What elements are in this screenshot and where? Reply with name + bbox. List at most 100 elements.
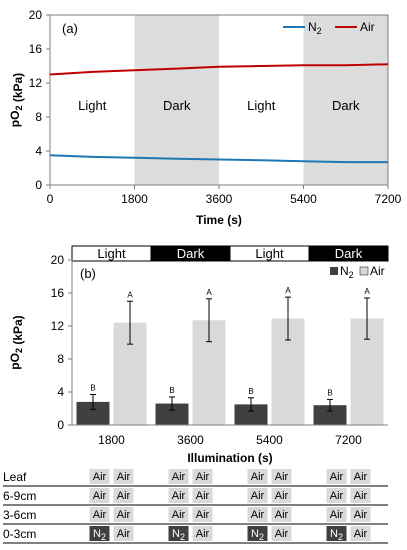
category-label: 7200 <box>335 433 362 447</box>
table-cell-air <box>350 469 371 484</box>
table-cell-air <box>350 507 371 522</box>
significance-letter: B <box>169 386 174 395</box>
y-axis-label: pO2 (kPa) <box>8 73 25 127</box>
period-label: Light <box>247 98 276 113</box>
table-cell-label: Air <box>251 509 265 521</box>
series-line <box>49 154 388 164</box>
y-tick-label: 8 <box>35 110 42 124</box>
table-cell-label: Air <box>196 490 210 502</box>
significance-letter: B <box>248 387 253 396</box>
table-cell-label: Air <box>275 509 289 521</box>
table-cell-label: Air <box>354 471 368 483</box>
bar <box>234 404 268 425</box>
table-cell-n2 <box>168 526 189 541</box>
table-cell-label: N2 <box>93 528 106 542</box>
period-header-label: Dark <box>335 246 363 261</box>
table-cell-label: Air <box>93 490 107 502</box>
table-cell-air <box>350 488 371 503</box>
table-cell-air <box>89 488 110 503</box>
period-header-label: Light <box>255 246 284 261</box>
table-cell-label: Air <box>354 528 368 540</box>
table-cell-label: Air <box>196 471 210 483</box>
table-cell-air <box>192 526 213 541</box>
table-cell-n2 <box>89 526 110 541</box>
x-tick-label: 5400 <box>290 192 317 206</box>
table-cell-air <box>192 488 213 503</box>
table-cell-label: Air <box>117 509 131 521</box>
category-label: 1800 <box>98 433 125 447</box>
significance-letter: B <box>90 383 95 392</box>
y-axis-label: pO2 (kPa) <box>8 315 25 369</box>
period-header-cell <box>308 245 389 262</box>
significance-letter: A <box>285 286 291 295</box>
table-cell-label: Air <box>117 471 131 483</box>
table-row-label: 6-9cm <box>3 489 36 503</box>
table-cell-label: Air <box>93 509 107 521</box>
significance-letter: A <box>206 288 212 297</box>
bar <box>155 403 189 425</box>
table-cell-n2 <box>326 526 347 541</box>
table-cell-air <box>168 488 189 503</box>
table-cell-label: Air <box>354 509 368 521</box>
table-cell-air <box>271 488 292 503</box>
table-cell-label: Air <box>354 490 368 502</box>
table-row-label: Leaf <box>3 470 27 484</box>
table-cell-label: N2 <box>330 528 343 542</box>
table-cell-label: N2 <box>172 528 185 542</box>
category-label: 3600 <box>177 433 204 447</box>
legend-label: Air <box>370 264 385 278</box>
period-label: Dark <box>163 98 191 113</box>
table-cell-label: Air <box>117 528 131 540</box>
table-cell-label: Air <box>172 471 186 483</box>
legend-label: N2 <box>340 264 354 280</box>
y-tick-label: 16 <box>29 42 43 56</box>
y-tick-label: 0 <box>35 178 42 192</box>
table-cell-label: Air <box>93 471 107 483</box>
period-header-label: Dark <box>177 246 205 261</box>
table-cell-air <box>350 526 371 541</box>
table-row-label: 0-3cm <box>3 527 36 541</box>
table-cell-air <box>247 488 268 503</box>
legend-swatch <box>359 266 369 276</box>
x-axis-label: Illumination (s) <box>187 451 272 465</box>
table-cell-label: Air <box>330 509 344 521</box>
period-label: Dark <box>332 98 360 113</box>
x-tick-label: 1800 <box>121 192 148 206</box>
table-row-label: 3-6cm <box>3 508 36 522</box>
x-tick-label: 7200 <box>375 192 402 206</box>
legend-label: N2 <box>308 20 322 36</box>
panel-label: (a) <box>62 21 78 36</box>
period-header-label: Light <box>97 246 126 261</box>
table-cell-air <box>113 507 134 522</box>
table-cell-label: Air <box>275 471 289 483</box>
y-tick-label: 20 <box>51 253 65 267</box>
y-tick-label: 4 <box>35 144 42 158</box>
table-cell-label: Air <box>275 528 289 540</box>
panel-label: (b) <box>80 266 96 281</box>
table-cell-label: Air <box>330 471 344 483</box>
category-label: 5400 <box>256 433 283 447</box>
table-cell-label: Air <box>196 528 210 540</box>
table-cell-label: Air <box>172 490 186 502</box>
table-cell-air <box>247 507 268 522</box>
legend-swatch <box>330 267 338 275</box>
table-cell-label: N2 <box>251 528 264 542</box>
x-tick-label: 3600 <box>206 192 233 206</box>
y-tick-label: 20 <box>29 8 43 22</box>
bar <box>76 401 110 425</box>
y-tick-label: 12 <box>29 76 43 90</box>
table-cell-label: Air <box>275 490 289 502</box>
table-cell-air <box>247 469 268 484</box>
table-cell-air <box>271 526 292 541</box>
bar <box>313 405 347 425</box>
table-cell-air <box>89 469 110 484</box>
table-cell-air <box>113 488 134 503</box>
table-cell-air <box>89 507 110 522</box>
period-label: Light <box>78 98 107 113</box>
table-cell-label: Air <box>172 509 186 521</box>
significance-letter: A <box>127 290 133 299</box>
y-tick-label: 0 <box>57 418 64 432</box>
significance-letter: B <box>327 388 332 397</box>
table-cell-label: Air <box>117 490 131 502</box>
